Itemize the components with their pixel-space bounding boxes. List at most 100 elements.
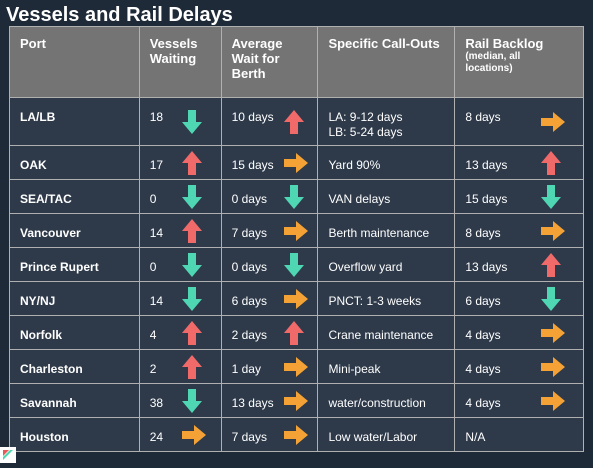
wait-trend-right-arrow-icon [283, 288, 308, 309]
port-name: Charleston [20, 362, 83, 376]
callout-line: LA: 9-12 days [328, 110, 403, 124]
vessels-cell: 4 [138, 315, 222, 350]
port-cell: Prince Rupert [9, 247, 140, 282]
wait-trend-right-arrow-icon [283, 152, 308, 173]
vessels-count: 14 [149, 294, 164, 308]
rail-value: 15 days [465, 192, 508, 206]
wait-value: 1 day [231, 362, 261, 376]
callouts-cell: water/construction [317, 383, 456, 418]
wait-cell: 6 days [220, 281, 319, 316]
rail-cell: 13 days [454, 247, 584, 282]
rail-trend-right-arrow-icon [541, 220, 566, 241]
rail-value: 4 days [465, 328, 501, 342]
callouts-cell: Crane maintenance [317, 315, 456, 350]
port-name: NY/NJ [20, 294, 56, 308]
vessels-count: 0 [149, 192, 157, 206]
rail-trend-right-arrow-icon [541, 356, 566, 377]
callouts-text: Overflow yard [318, 248, 454, 275]
rail-trend-right-arrow-icon [541, 322, 566, 343]
rail-value: 8 days [465, 110, 501, 124]
vessels-cell: 14 [138, 281, 222, 316]
callouts-text: Mini-peak [318, 350, 454, 377]
wait-trend-up-arrow-icon [283, 320, 304, 345]
callouts-cell: PNCT: 1-3 weeks [317, 281, 456, 316]
wait-value: 15 days [231, 158, 274, 172]
rail-cell: 8 days [454, 213, 584, 248]
vessels-count: 2 [149, 362, 157, 376]
rail-value: 4 days [465, 396, 501, 410]
vessels-count: 18 [149, 110, 164, 124]
page-title: Vessels and Rail Delays [6, 4, 233, 26]
wait-cell: 1 day [220, 349, 319, 384]
wait-value: 10 days [231, 110, 274, 124]
vessels-trend-down-arrow-icon [181, 184, 202, 209]
table-row: Prince Rupert 0 0 days Overflow yard 13 days [9, 247, 584, 282]
port-cell: SEA/TAC [9, 179, 140, 214]
port-name: LA/LB [20, 110, 56, 124]
rail-cell: 4 days [454, 315, 584, 350]
table-row: Savannah 38 13 days water/construction 4 day… [9, 383, 584, 418]
callouts-cell: Overflow yard [317, 247, 456, 282]
port-cell: OAK [9, 145, 140, 180]
rail-trend-up-arrow-icon [541, 150, 562, 175]
callout-line: VAN delays [328, 192, 391, 206]
callout-line: water/construction [328, 396, 426, 410]
header-vessels: Vessels Waiting [138, 26, 222, 98]
wait-value: 6 days [231, 294, 267, 308]
wait-trend-right-arrow-icon [283, 390, 308, 411]
rail-cell: N/A [454, 417, 584, 452]
vessels-cell: 38 [138, 383, 222, 418]
vessels-trend-right-arrow-icon [181, 424, 206, 445]
vessels-trend-up-arrow-icon [181, 320, 202, 345]
port-name: Norfolk [20, 328, 62, 342]
callout-line: Crane maintenance [328, 328, 434, 342]
vessels-cell: 14 [138, 213, 222, 248]
rail-cell: 13 days [454, 145, 584, 180]
callouts-text: Low water/Labor [318, 418, 454, 445]
rail-cell: 15 days [454, 179, 584, 214]
wait-cell: 0 days [220, 247, 319, 282]
vessels-count: 14 [149, 226, 164, 240]
rail-value: 4 days [465, 362, 501, 376]
wait-trend-right-arrow-icon [283, 220, 308, 241]
wait-cell: 0 days [220, 179, 319, 214]
wait-cell: 10 days [220, 97, 319, 146]
rail-value: 8 days [465, 226, 501, 240]
vessels-trend-up-arrow-icon [181, 354, 202, 379]
callouts-cell: Berth maintenance [317, 213, 456, 248]
callouts-text: water/construction [318, 384, 454, 411]
vessels-cell: 0 [138, 247, 222, 282]
callout-line: PNCT: 1-3 weeks [328, 294, 422, 308]
callouts-text: LA: 9-12 days LB: 5-24 days [318, 98, 454, 140]
callouts-text: VAN delays [318, 180, 454, 207]
delays-table: Port Vessels Waiting Average Wait for Berth… [9, 26, 584, 452]
rail-value: 13 days [465, 260, 508, 274]
callouts-text: Crane maintenance [318, 316, 454, 343]
vessels-count: 0 [149, 260, 157, 274]
vessels-trend-down-arrow-icon [181, 252, 202, 277]
wait-value: 2 days [231, 328, 267, 342]
vessels-count: 24 [149, 430, 164, 444]
port-cell: Houston [9, 417, 140, 452]
header-rail: Rail Backlog (median, all locations) [454, 26, 584, 98]
vessels-count: 38 [149, 396, 164, 410]
header-port: Port [9, 26, 140, 98]
vessels-trend-down-arrow-icon [181, 286, 202, 311]
rail-trend-up-arrow-icon [541, 252, 562, 277]
port-name: OAK [20, 158, 47, 172]
wait-cell: 7 days [220, 213, 319, 248]
wait-cell: 13 days [220, 383, 319, 418]
rail-value: 6 days [465, 294, 501, 308]
header-callouts: Specific Call-Outs [317, 26, 456, 98]
vessels-cell: 24 [138, 417, 222, 452]
vessels-trend-up-arrow-icon [181, 218, 202, 243]
callouts-cell: VAN delays [317, 179, 456, 214]
vessels-count: 17 [149, 158, 164, 172]
rail-trend-down-arrow-icon [541, 184, 562, 209]
vessels-cell: 2 [138, 349, 222, 384]
wait-cell: 15 days [220, 145, 319, 180]
wait-value: 7 days [231, 226, 267, 240]
callouts-text: Berth maintenance [318, 214, 454, 241]
callouts-cell: LA: 9-12 days LB: 5-24 days [317, 97, 456, 146]
wait-trend-down-arrow-icon [283, 184, 304, 209]
